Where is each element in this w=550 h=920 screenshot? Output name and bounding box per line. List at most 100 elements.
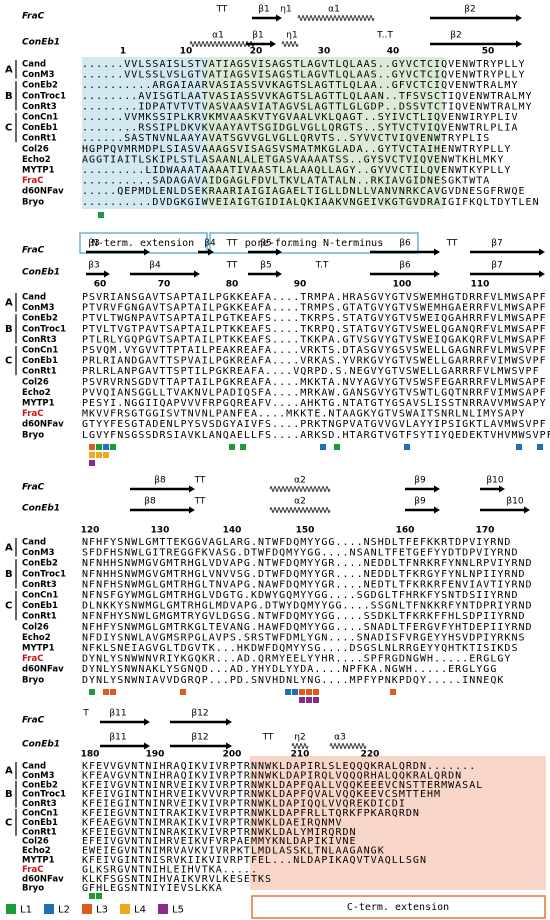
loop-marker	[110, 689, 116, 695]
secondary-structure: β3	[88, 239, 99, 249]
sequence: PSVRIANSGAVTSAPTAILPGKKEAFA....TRMPA.HRA…	[82, 292, 547, 303]
sequence: NFHFYSNWLGMTTEKGGVAGLARG.NTWFDQMYYGG....…	[82, 537, 511, 548]
sequence: DYNLYSNWNAKLYSGNQD...AD.YHYDLYYDA....NPF…	[82, 664, 497, 675]
pore-box	[209, 232, 419, 254]
legend-swatch	[158, 904, 168, 914]
sequence: PRLRLANPGAVTTSPTILPGKREAFA....VQRPD.S.NE…	[82, 366, 540, 377]
sequence-name: ConEb2	[22, 780, 58, 790]
secondary-structure: TT	[446, 239, 458, 249]
sequence: NFNHHSNWMGVGMTRHGLVNVVSG.DTWFDQMYYGR....…	[82, 569, 526, 580]
beta-strand	[370, 248, 440, 256]
sequence: LGVYFNSGSSDRSIAVKLANQAELLFS....ARKSD.HTA…	[82, 430, 550, 441]
secondary-structure: ..	[287, 239, 293, 249]
beta-strand	[370, 270, 440, 278]
sequence: ..........ARGAIAARVASIASSVVKAGTSLAGTTLQL…	[82, 80, 519, 91]
sequence-name: ConEb2	[22, 559, 58, 569]
ruler-number: 50	[482, 47, 495, 57]
secondary-structure: η2	[294, 733, 305, 743]
sequence-name: MYTP1	[22, 399, 55, 409]
c-term-box	[251, 895, 546, 919]
secondary-structure: η1	[286, 31, 297, 41]
secondary-structure: β11	[109, 733, 126, 743]
sequence: KFEIVGINTNISRVKIIKVIVRPTFEL...NLDAPIKAQV…	[82, 855, 427, 866]
loop-marker	[299, 689, 305, 695]
ruler-number: 220	[361, 750, 380, 760]
reference-label: ConEb1	[22, 38, 60, 48]
sequence: DLNKKYSNWMGLGMTRHGLMDVAPG.DTWYDQMYYGG...…	[82, 601, 533, 612]
ruler-number: 150	[296, 526, 315, 536]
group-label: C	[5, 123, 12, 134]
ruler-number: 170	[476, 526, 495, 536]
sequence-name: ConRt1	[22, 367, 57, 377]
secondary-structure: T..T	[376, 31, 393, 41]
beta-strand	[248, 270, 282, 278]
sequence: ......VVLSSAISLSTVATIAGSVISAGSTLAGVTLQLA…	[82, 59, 526, 70]
loop-marker	[96, 444, 102, 450]
secondary-structure: TT	[226, 239, 238, 249]
secondary-structure: α3	[334, 733, 346, 743]
sequence-name: MYTP1	[22, 856, 55, 866]
beta-strand	[480, 506, 530, 514]
sequence-name: d60NFav	[22, 874, 64, 884]
sequence: PSVQM.VYGVVTTPTAILPEAKREAFA....VRKTS.DTA…	[82, 345, 547, 356]
sequence-name: ConEb1	[22, 356, 58, 366]
loop-marker	[285, 689, 291, 695]
secondary-structure: β10	[506, 497, 523, 507]
sequence-name: Bryo	[22, 430, 44, 440]
helix	[269, 486, 331, 492]
sequence-name: Echo2	[22, 846, 51, 856]
secondary-structure: β9	[414, 497, 426, 507]
loop-marker	[404, 444, 410, 450]
secondary-structure: TT	[226, 261, 238, 271]
sequence-name: ConTroc1	[22, 790, 66, 800]
reference-label: FraC	[22, 246, 45, 256]
ruler-number: 210	[291, 750, 310, 760]
sequence: KFEIEGVNTNITRAKIKVIVRPTRNWKLDAPFRLLTQRKF…	[82, 808, 420, 819]
sequence-name: Cand	[22, 60, 46, 70]
secondary-structure: TT	[216, 5, 228, 15]
loop-marker	[334, 444, 340, 450]
sequence-name: ConTroc1	[22, 91, 66, 101]
sequence-name: ConEb1	[22, 818, 58, 828]
loop-marker	[89, 444, 95, 450]
sequence-name: ConM3	[22, 70, 55, 80]
group-label: B	[5, 569, 13, 580]
helix	[291, 743, 309, 749]
ruler-number: 60	[94, 280, 107, 290]
legend-swatch	[44, 904, 54, 914]
c-term-label: C-term. extension	[347, 902, 449, 913]
legend-swatch	[6, 904, 16, 914]
sequence-name: d60NFav	[22, 187, 64, 197]
group-label: C	[5, 601, 12, 612]
sequence: ........AVISGTLAATVASIASSVVKAGTSLAGTTLQL…	[82, 91, 533, 102]
loop-marker	[103, 689, 109, 695]
legend-swatch	[82, 904, 92, 914]
ruler-number: 30	[318, 47, 331, 57]
legend-label: L5	[172, 905, 184, 916]
sequence: NFNSFGYWMGLGMTRHGLVDGTG.KDWYGQMYYGG....S…	[82, 590, 519, 601]
secondary-structure: T	[82, 709, 89, 719]
secondary-structure: β12	[191, 709, 208, 719]
reference-label: ConEb1	[22, 268, 60, 278]
ruler-number: 80	[226, 280, 239, 290]
secondary-structure: β5	[260, 261, 271, 271]
beta-strand	[100, 718, 150, 726]
sequence-name: Echo2	[22, 155, 51, 165]
sequence: AGGTIAITLSKIPLSTLASAANLALETGASVAAAATSS..…	[82, 154, 504, 165]
ruler-number: 140	[223, 526, 242, 536]
secondary-structure: β2	[450, 31, 461, 41]
sequence: PRLRIANDGAVTTSPVAILPGKREAFA....VRKAS.YVR…	[82, 356, 547, 367]
ruler-number: 70	[158, 280, 171, 290]
secondary-structure: β6	[399, 239, 411, 249]
beta-strand	[246, 40, 276, 48]
beta-strand	[430, 14, 522, 22]
group-label: A	[5, 64, 13, 75]
sequence: KFEAEGVNTNIMRAKIKVIVRPTRNWKLDAEIRQNMV	[82, 817, 343, 828]
loop-marker	[537, 444, 543, 450]
loop-marker	[96, 452, 102, 458]
loop-marker	[516, 444, 522, 450]
ruler-number: 20	[250, 47, 263, 57]
beta-strand	[405, 506, 440, 514]
